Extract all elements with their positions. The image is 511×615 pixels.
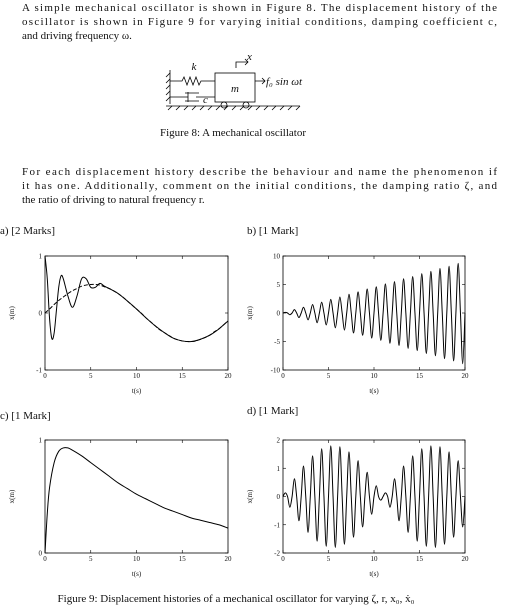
y-tick-label: 0 <box>39 550 43 558</box>
question-line: the ratio of driving to natural frequenc… <box>22 194 205 206</box>
force-label: f₀ sin ωt <box>266 76 303 88</box>
panel-label: b) [1 Mark] <box>247 225 298 237</box>
y-tick-label: 0 <box>277 310 281 318</box>
y-axis-label: x(m) <box>246 489 254 503</box>
x-tick-label: 0 <box>43 372 47 380</box>
y-tick-label: 0 <box>277 493 281 501</box>
intro-line: oscillator is shown in Figure 9 for vary… <box>22 16 497 28</box>
y-tick-label: 1 <box>39 437 43 445</box>
y-tick-label: -5 <box>274 338 280 346</box>
panel-label: a) [2 Marks] <box>0 225 55 237</box>
spring-label: k <box>192 61 198 73</box>
plot: b) [1 Mark] 0 5 10 15 20 -10 -5 0 5 10 t(s) x(m) <box>246 225 469 395</box>
series-line <box>282 445 466 548</box>
y-tick-label: 1 <box>39 253 43 261</box>
panel-label: d) [1 Mark] <box>247 405 298 417</box>
x-tick-label: 15 <box>416 555 424 563</box>
figure-caption: Figure 8: A mechanical oscillator <box>160 127 306 139</box>
x-tick-label: 20 <box>225 372 233 380</box>
x-axis-label: t(s) <box>132 570 142 578</box>
plot-frame <box>44 439 229 554</box>
figure-caption: Figure 9: Displacement histories of a me… <box>58 593 415 605</box>
x-axis-label: t(s) <box>369 570 379 578</box>
intro-line: A simple mechanical oscillator is shown … <box>22 2 497 14</box>
x-axis-label: t(s) <box>132 387 142 395</box>
x-tick-label: 5 <box>327 372 331 380</box>
x-tick-label: 10 <box>133 372 141 380</box>
series-line <box>44 283 229 343</box>
y-tick-label: -1 <box>274 521 280 529</box>
x-tick-label: 15 <box>416 372 424 380</box>
x-tick-label: 10 <box>133 555 141 563</box>
plot: c) [1 Mark] 0 5 10 15 20 0 1 t(s) x(m) <box>0 410 232 578</box>
question-line: For each displacement history describe t… <box>22 166 497 178</box>
series-line <box>282 262 466 365</box>
x-tick-label: 0 <box>43 555 47 563</box>
mass-label: m <box>231 83 239 95</box>
x-tick-label: 15 <box>179 372 187 380</box>
x-tick-label: 0 <box>281 555 285 563</box>
series-line <box>44 255 229 343</box>
x-tick-label: 5 <box>327 555 331 563</box>
y-tick-label: 10 <box>273 253 281 261</box>
oscillator-diagram <box>165 58 301 111</box>
x-tick-label: 20 <box>462 555 470 563</box>
question-line: it has one. Additionally, comment on the… <box>22 180 498 192</box>
x-tick-label: 5 <box>89 372 93 380</box>
y-tick-label: -2 <box>274 550 280 558</box>
x-tick-label: 5 <box>89 555 93 563</box>
y-axis-label: x(m) <box>246 306 254 320</box>
y-tick-label: 1 <box>277 465 281 473</box>
x-tick-label: 20 <box>462 372 470 380</box>
y-axis-label: x(m) <box>8 306 16 320</box>
displacement-label: x <box>246 51 252 63</box>
x-tick-label: 0 <box>281 372 285 380</box>
x-tick-label: 15 <box>179 555 187 563</box>
y-tick-label: 2 <box>277 437 281 445</box>
plot-frame <box>44 255 229 371</box>
x-tick-label: 10 <box>371 555 379 563</box>
plot: d) [1 Mark] 0 5 10 15 20 -2 -1 0 1 2 t(s) x(m) <box>246 405 469 578</box>
x-tick-label: 20 <box>225 555 233 563</box>
damper-label: c <box>203 94 208 106</box>
intro-line: and driving frequency ω. <box>22 30 132 42</box>
y-tick-label: 5 <box>277 281 281 289</box>
y-tick-label: -1 <box>36 367 42 375</box>
panel-label: c) [1 Mark] <box>0 410 51 422</box>
y-axis-label: x(m) <box>8 489 16 503</box>
y-tick-label: 0 <box>39 310 43 318</box>
y-tick-label: -10 <box>271 367 281 375</box>
x-tick-label: 10 <box>371 372 379 380</box>
x-axis-label: t(s) <box>369 387 379 395</box>
series-line <box>44 447 229 554</box>
